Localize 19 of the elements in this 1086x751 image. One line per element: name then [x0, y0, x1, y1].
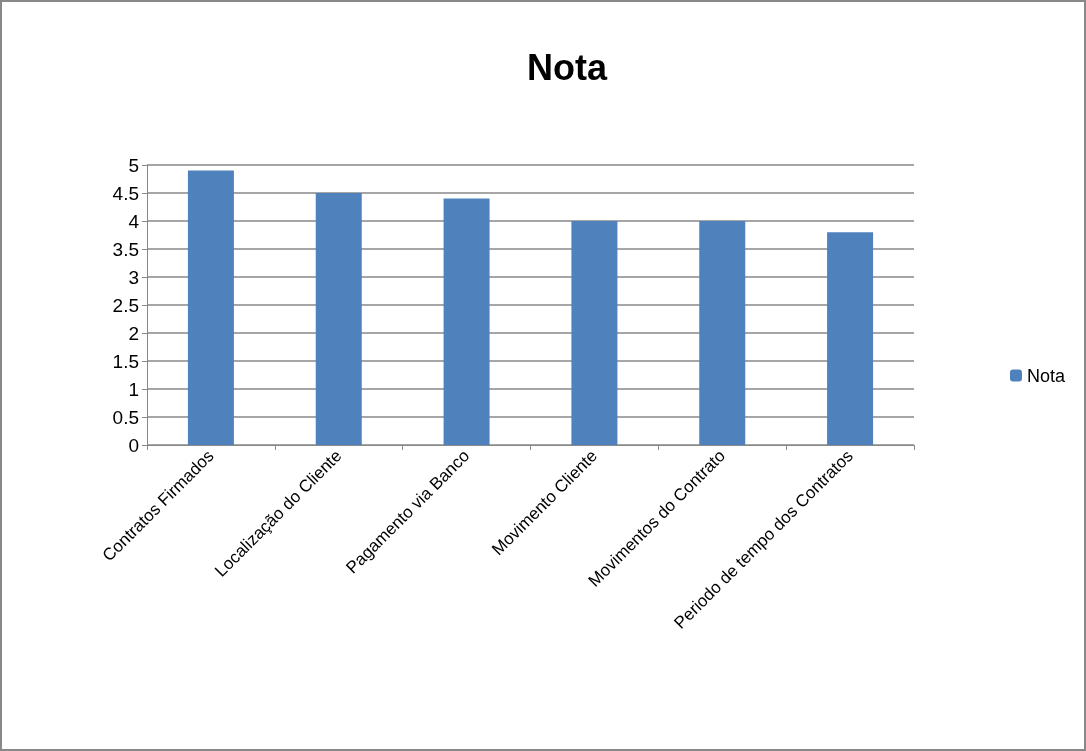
- bar: [571, 221, 618, 445]
- chart-title: Nota: [527, 46, 608, 88]
- bar: [827, 232, 874, 445]
- y-tick-label: 1: [128, 378, 139, 400]
- bar: [443, 198, 490, 445]
- bar: [699, 221, 746, 445]
- legend-label: Nota: [1026, 365, 1066, 386]
- bar: [315, 193, 362, 445]
- y-tick-label: 2.5: [112, 294, 139, 316]
- y-tick-label: 0: [128, 434, 139, 456]
- bar: [187, 170, 234, 445]
- y-tick-label: 2: [128, 322, 139, 344]
- y-tick-label: 5: [128, 154, 139, 176]
- y-tick-label: 0.5: [112, 406, 139, 428]
- y-tick-label: 3: [128, 266, 139, 288]
- y-tick-label: 3.5: [112, 238, 139, 260]
- y-tick-label: 4.5: [112, 182, 139, 204]
- y-tick-label: 4: [128, 210, 140, 232]
- y-tick-label: 1.5: [112, 350, 139, 372]
